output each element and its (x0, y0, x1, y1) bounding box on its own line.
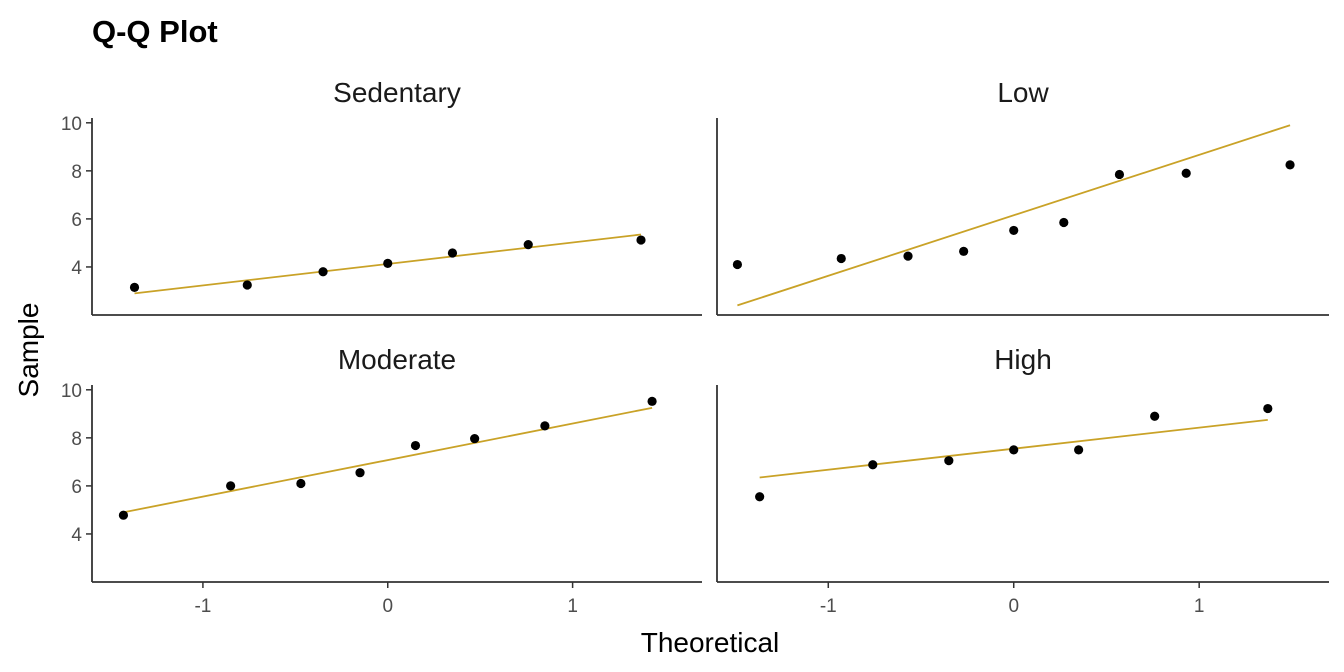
y-tick-label: 4 (71, 525, 82, 546)
data-point (636, 235, 646, 245)
data-point (383, 258, 393, 268)
data-point (1074, 445, 1084, 455)
data-point (959, 246, 969, 256)
panel-label-sedentary: Sedentary (333, 77, 461, 108)
x-tick-label: 0 (1008, 596, 1019, 617)
panel-label-high: High (994, 344, 1052, 375)
data-point (242, 280, 252, 290)
panel-high: High -1 0 1 (716, 344, 1329, 617)
data-point (410, 440, 421, 451)
data-point (1009, 225, 1019, 236)
data-point (318, 267, 328, 277)
y-tick-label: 8 (71, 162, 82, 183)
x-tick-label: -1 (820, 596, 837, 617)
x-tick-label: 0 (382, 596, 393, 617)
panel-sedentary: Sedentary 4 6 8 10 (61, 77, 702, 316)
data-point (129, 282, 140, 292)
x-tick-label: 1 (1194, 596, 1205, 617)
data-point (836, 253, 846, 264)
data-point (1059, 217, 1069, 228)
data-point (903, 251, 913, 261)
data-point (944, 456, 954, 466)
x-tick-label: 1 (567, 596, 578, 617)
y-tick-label: 4 (71, 258, 82, 279)
y-tick-label: 6 (71, 477, 82, 498)
data-point (1009, 445, 1019, 455)
chart-title: Q-Q Plot (92, 14, 218, 49)
data-point (540, 421, 550, 431)
data-point (118, 510, 129, 520)
qq-reference-line (737, 124, 1291, 307)
y-tick-label: 10 (61, 114, 82, 135)
qq-reference-line (123, 406, 653, 514)
data-point (1114, 169, 1125, 180)
panel-label-low: Low (997, 77, 1049, 108)
data-point (226, 481, 236, 491)
y-tick-label: 6 (71, 210, 82, 231)
data-point (523, 240, 533, 250)
panel-label-moderate: Moderate (338, 344, 456, 375)
data-point (868, 460, 878, 470)
panel-moderate: Moderate 4 6 8 10 -1 0 1 (61, 344, 702, 617)
data-point (296, 478, 306, 489)
data-point (755, 492, 765, 502)
data-point (1181, 168, 1191, 178)
x-tick-label: -1 (194, 596, 211, 617)
data-point (470, 433, 480, 444)
data-point (647, 396, 657, 406)
data-point (1150, 411, 1160, 421)
data-point (355, 468, 365, 478)
data-point (1285, 160, 1295, 170)
y-tick-label: 8 (71, 429, 82, 450)
y-axis-title: Sample (13, 303, 44, 398)
data-point (447, 248, 458, 258)
y-tick-label: 10 (61, 381, 82, 402)
panel-low: Low (716, 77, 1329, 316)
x-axis-title: Theoretical (641, 627, 780, 658)
data-point (1263, 403, 1273, 414)
data-point (732, 259, 743, 270)
